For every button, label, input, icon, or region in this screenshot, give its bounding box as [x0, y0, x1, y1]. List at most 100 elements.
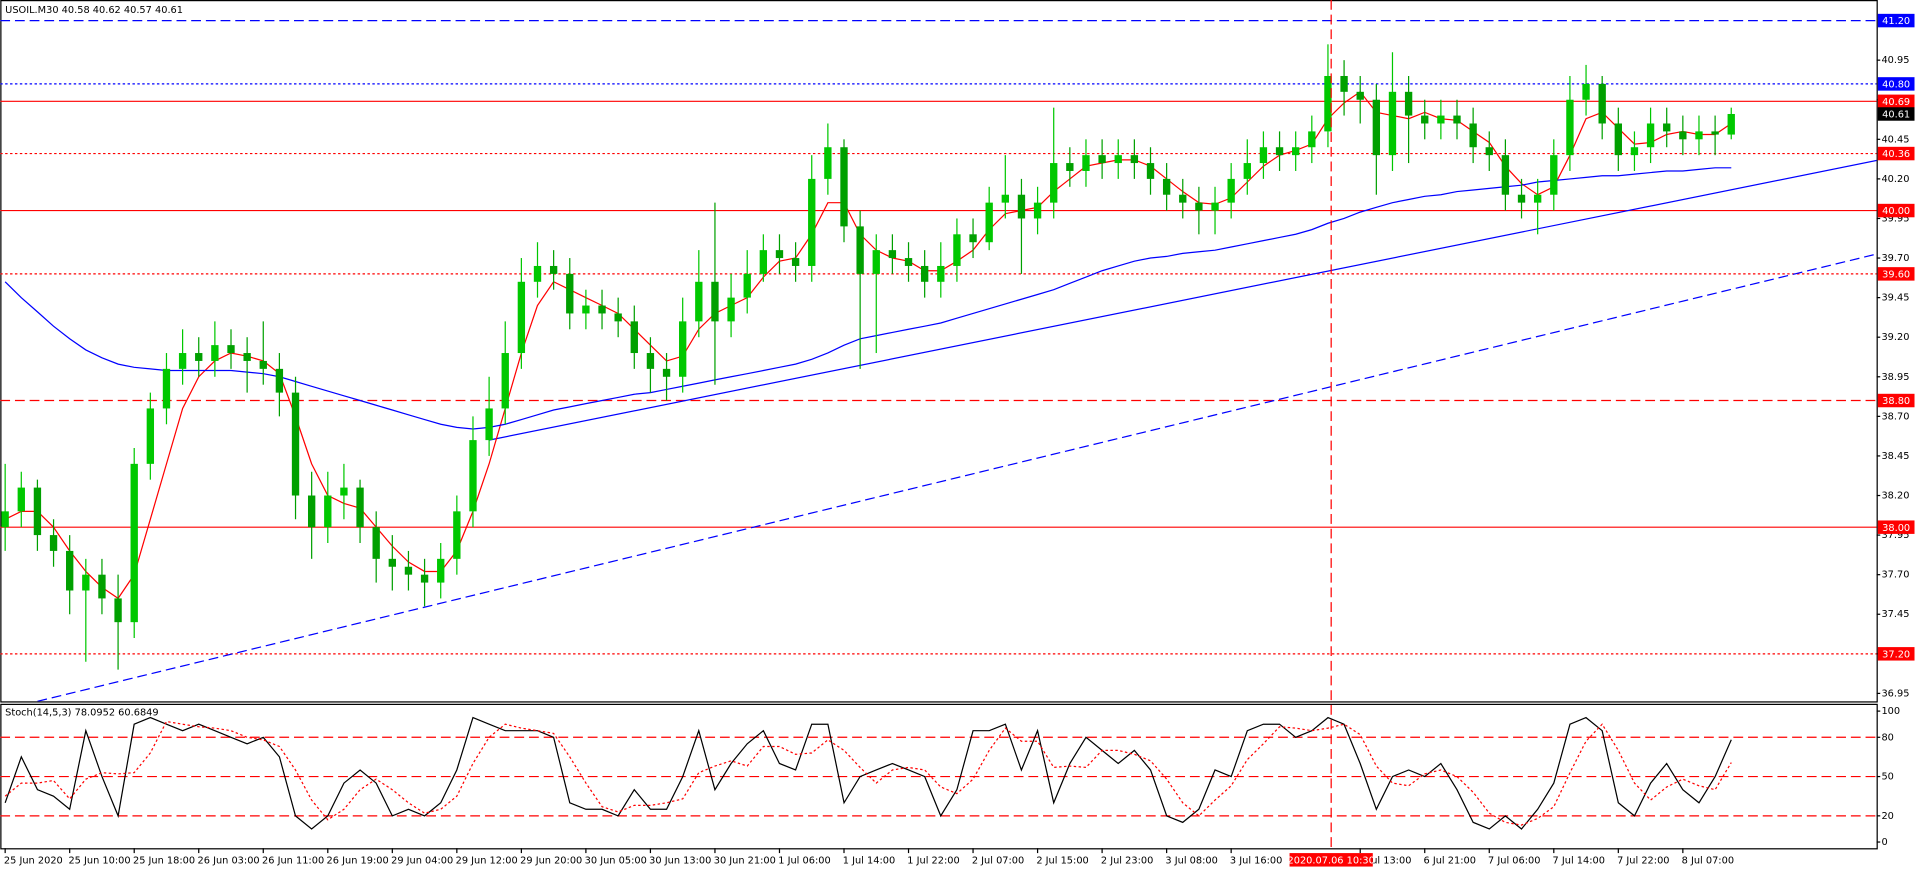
price-label-box	[1877, 393, 1915, 408]
candle-body	[1727, 113, 1735, 135]
main-panel	[0, 0, 1878, 703]
x-tick-label: 7 Jul 22:00	[1617, 855, 1669, 866]
price-label-box	[1877, 267, 1915, 281]
price-label: 40.61	[1882, 110, 1910, 121]
candle-body	[501, 353, 509, 409]
price-label-box	[1877, 647, 1915, 661]
candle-body	[82, 574, 90, 591]
x-tick-label: 26 Jun 03:00	[198, 855, 260, 866]
candle-body	[1388, 91, 1397, 156]
x-tick-label: 6 Jul 21:00	[1424, 855, 1476, 866]
candle-body	[1517, 194, 1526, 203]
candle-body	[743, 273, 751, 298]
candle-body	[211, 345, 219, 361]
candle-body	[985, 202, 993, 243]
x-tick-label: 25 Jun 10:00	[68, 855, 130, 866]
candle-body	[1, 511, 9, 528]
candle-body	[388, 558, 396, 567]
candle-body	[1533, 194, 1542, 203]
trendline	[488, 159, 1877, 441]
candle-body	[904, 258, 913, 266]
candle-body	[937, 265, 945, 282]
x-tick-label: 26 Jun 19:00	[327, 855, 389, 866]
stoch-line	[4, 716, 1732, 830]
candle-body	[953, 234, 961, 266]
x-tick-label: 6 Jul 13:00	[1359, 855, 1411, 866]
y-tick-label: 0	[1881, 837, 1887, 848]
candle-body	[291, 392, 300, 496]
candle-body	[920, 265, 929, 282]
y-tick-label: 37.95	[1881, 530, 1909, 541]
candle-body	[1663, 123, 1671, 132]
candle-body	[775, 250, 784, 259]
x-tick-label: 3 Jul 08:00	[1165, 855, 1217, 866]
candle-body	[1146, 163, 1155, 179]
price-label-box	[1877, 107, 1915, 121]
candle-body	[1050, 163, 1058, 203]
candle-body	[66, 550, 74, 591]
candle-body	[1017, 194, 1026, 219]
candle-body	[1372, 99, 1381, 156]
x-tick-label: 29 Jun 04:00	[391, 855, 453, 866]
price-label: 40.36	[1882, 149, 1910, 160]
y-tick-label: 50	[1881, 772, 1893, 783]
crosshair-label-box	[1289, 853, 1373, 867]
x-tick-label: 3 Jul 16:00	[1230, 855, 1282, 866]
chart-title: USOIL.M30 40.58 40.62 40.57 40.61	[5, 5, 183, 16]
candle-body	[1308, 131, 1316, 148]
candle-body	[598, 305, 606, 314]
candle-body	[1695, 131, 1703, 140]
candle-body	[630, 321, 638, 354]
x-tick-label: 1 Jul 06:00	[778, 855, 830, 866]
x-tick-label: 8 Jul 07:00	[1682, 855, 1734, 866]
candle-body	[1679, 131, 1687, 140]
candle-body	[1453, 115, 1461, 124]
y-tick-label: 20	[1881, 811, 1893, 822]
y-tick-label: 40.20	[1881, 174, 1909, 185]
x-tick-label: 25 Jun 18:00	[133, 855, 195, 866]
candle-body	[1582, 83, 1590, 100]
candle-body	[1598, 83, 1606, 124]
y-tick-label: 37.45	[1881, 609, 1909, 620]
candle-body	[1033, 202, 1042, 219]
candle-body	[1275, 147, 1284, 156]
y-tick-label: 39.95	[1881, 213, 1909, 224]
candle-body	[1195, 202, 1203, 211]
candle-body	[114, 598, 122, 623]
candle-body	[146, 408, 155, 464]
price-label: 40.00	[1882, 206, 1910, 217]
main-layer	[0, 19, 1877, 702]
price-label: 38.00	[1882, 523, 1910, 534]
candle-body	[437, 558, 445, 583]
candle-body	[1550, 155, 1558, 195]
y-tick-label: 39.20	[1881, 332, 1909, 343]
crosshair-label: 2020.07.06 10:30	[1288, 855, 1375, 866]
y-tick-label: 40.95	[1881, 55, 1909, 66]
candle-body	[485, 408, 493, 441]
stoch-layer	[0, 716, 1877, 830]
x-tick-label: 2 Jul 15:00	[1036, 855, 1088, 866]
price-label: 40.69	[1882, 97, 1910, 108]
candle-body	[1404, 91, 1413, 116]
candle-body	[372, 527, 380, 559]
candle-body	[17, 487, 25, 512]
x-tick-label: 30 Jun 05:00	[585, 855, 647, 866]
candle-body	[1259, 147, 1268, 164]
candle-body	[162, 368, 171, 409]
moving-average	[4, 167, 1732, 430]
candle-body	[856, 226, 864, 274]
candle-body	[1646, 123, 1655, 148]
candle-body	[727, 297, 735, 322]
candle-body	[195, 353, 203, 361]
candle-body	[453, 511, 461, 559]
y-tick-label: 38.70	[1881, 411, 1909, 422]
x-tick-label: 26 Jun 11:00	[262, 855, 324, 866]
price-label: 40.80	[1882, 80, 1910, 91]
candle-body	[791, 258, 800, 266]
price-label: 39.60	[1882, 269, 1910, 280]
x-tick-label: 7 Jul 14:00	[1553, 855, 1605, 866]
candle-body	[1114, 155, 1122, 164]
y-tick-label: 37.70	[1881, 570, 1909, 581]
x-tick-label: 29 Jun 20:00	[520, 855, 582, 866]
candle-body	[178, 353, 187, 369]
